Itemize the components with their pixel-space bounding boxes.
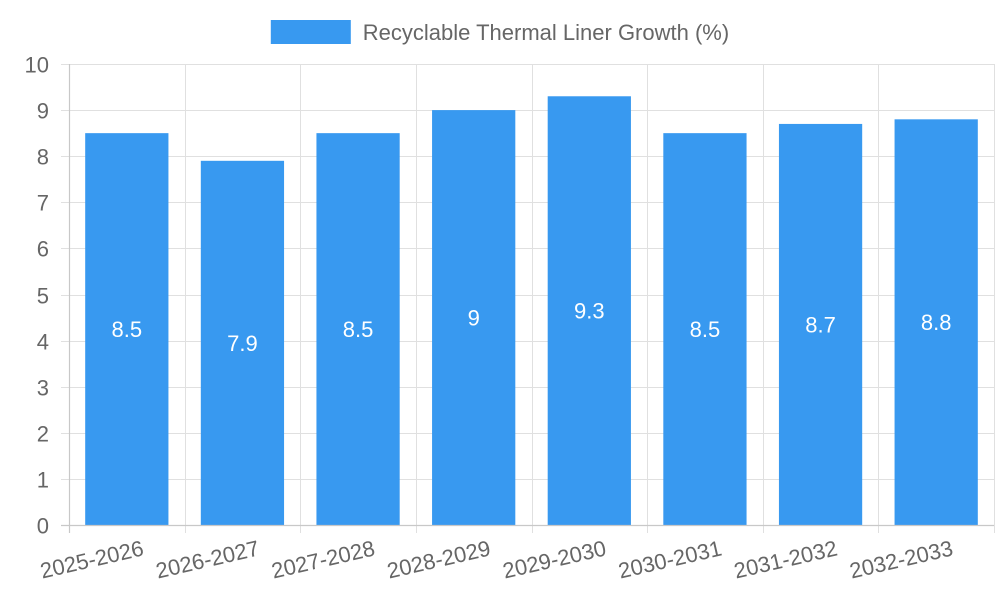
data-label: 8.5: [343, 317, 374, 342]
bar-2026-2027[interactable]: [200, 160, 285, 525]
bar-2029-2030[interactable]: [547, 96, 631, 526]
data-label: 7.9: [227, 331, 258, 356]
bar-2030-2031[interactable]: [663, 133, 747, 525]
x-tick-label: 2026-2027: [153, 536, 261, 584]
data-label: 8.7: [805, 312, 836, 337]
data-label: 8.5: [112, 317, 143, 342]
legend[interactable]: Recyclable Thermal Liner Growth (%): [270, 20, 729, 45]
data-label: 9.3: [574, 299, 605, 324]
y-tick-label: 4: [37, 330, 49, 355]
legend-label[interactable]: Recyclable Thermal Liner Growth (%): [363, 20, 729, 45]
bar-2027-2028[interactable]: [316, 133, 400, 525]
data-label: 8.8: [921, 310, 952, 335]
y-tick-label: 8: [37, 145, 49, 170]
y-tick-label: 7: [37, 191, 49, 216]
x-tick-label: 2030-2031: [616, 536, 724, 584]
data-label: 9: [468, 306, 480, 331]
x-tick-label: 2029-2030: [500, 536, 608, 584]
data-labels: 8.5 7.9 8.5 9 9.3 8.5 8.7 8.8: [112, 299, 952, 356]
y-tick-label: 1: [37, 468, 49, 493]
x-tick-label: 2028-2029: [385, 536, 493, 584]
x-tick-label: 2031-2032: [732, 536, 840, 584]
y-tick-label: 5: [37, 284, 49, 309]
y-tick-label: 10: [25, 53, 49, 78]
y-tick-label: 9: [37, 99, 49, 124]
x-tick-label: 2027-2028: [269, 536, 377, 584]
bars: [85, 96, 978, 526]
x-tick-label: 2025-2026: [38, 536, 146, 584]
bar-2031-2032[interactable]: [778, 123, 863, 526]
y-tick-label: 0: [37, 514, 49, 539]
y-tick-label: 3: [37, 376, 49, 401]
bar-2025-2026[interactable]: [85, 133, 169, 525]
y-tick-label: 2: [37, 422, 49, 447]
legend-swatch[interactable]: [270, 20, 351, 44]
x-tick-label: 2032-2033: [847, 536, 955, 584]
y-tick-label: 6: [37, 237, 49, 262]
data-label: 8.5: [690, 317, 721, 342]
bar-2028-2029[interactable]: [432, 110, 516, 525]
bar-2032-2033[interactable]: [894, 119, 978, 525]
